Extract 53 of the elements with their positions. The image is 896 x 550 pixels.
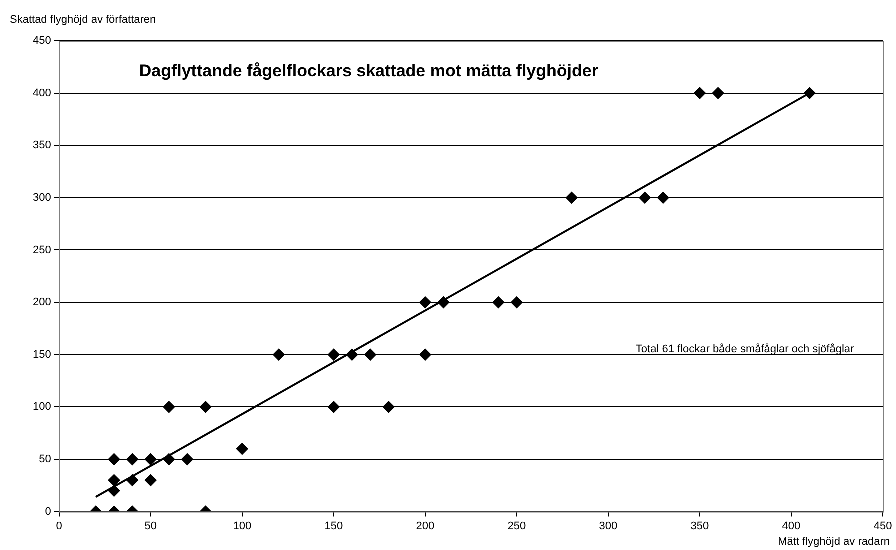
point <box>163 401 176 414</box>
x-tick-label: 450 <box>874 520 892 532</box>
point <box>346 348 358 361</box>
y-tick-label: 350 <box>32 140 52 152</box>
y-tick-label: 0 <box>45 506 52 518</box>
point <box>804 87 816 100</box>
point <box>492 296 505 309</box>
point <box>510 296 523 309</box>
point <box>382 401 395 414</box>
y-tick-label: 100 <box>32 401 52 414</box>
y-axis-title: Skattad flyghöjd av författaren <box>10 14 156 26</box>
point <box>236 443 248 456</box>
x-tick-label: 400 <box>782 520 801 532</box>
point <box>328 401 340 414</box>
point <box>419 348 432 361</box>
x-tick-label: 150 <box>324 520 344 532</box>
x-tick-label: 350 <box>690 520 710 532</box>
point <box>272 348 285 361</box>
point <box>108 453 120 466</box>
point <box>163 453 176 466</box>
y-tick-label: 150 <box>32 348 52 361</box>
point <box>126 474 139 486</box>
x-axis-title: Mätt flyghöjd av radarn <box>778 536 890 548</box>
point <box>419 296 432 309</box>
y-tick-label: 50 <box>39 454 52 466</box>
y-tick-label: 450 <box>32 35 52 48</box>
x-tick-label: 250 <box>508 520 526 532</box>
point <box>126 453 139 466</box>
y-tick-label: 250 <box>32 244 52 256</box>
point <box>181 453 194 466</box>
x-tick-label: 50 <box>144 520 157 532</box>
x-tick-label: 0 <box>56 520 62 532</box>
point <box>712 87 724 100</box>
point <box>144 453 157 466</box>
x-tick-label: 200 <box>416 520 435 532</box>
point <box>108 474 120 486</box>
annotation: Total 61 flockar både småfåglar och sjöfåglar <box>636 343 855 356</box>
y-tick-label: 200 <box>32 296 52 309</box>
x-tick-label: 100 <box>233 520 252 532</box>
point <box>657 192 670 204</box>
text: Dagflyttande fågelflockars skattade mot mätta flyghöjder <box>139 62 599 81</box>
point <box>328 348 340 361</box>
x-tick-label: 300 <box>599 520 618 532</box>
point <box>639 192 652 204</box>
point <box>108 484 120 497</box>
point <box>200 401 212 414</box>
point <box>566 192 578 204</box>
point <box>438 296 450 309</box>
point <box>364 348 377 361</box>
point <box>144 474 157 486</box>
y-tick-label: 300 <box>32 192 52 204</box>
point <box>694 87 706 100</box>
y-tick-label: 400 <box>32 87 52 100</box>
